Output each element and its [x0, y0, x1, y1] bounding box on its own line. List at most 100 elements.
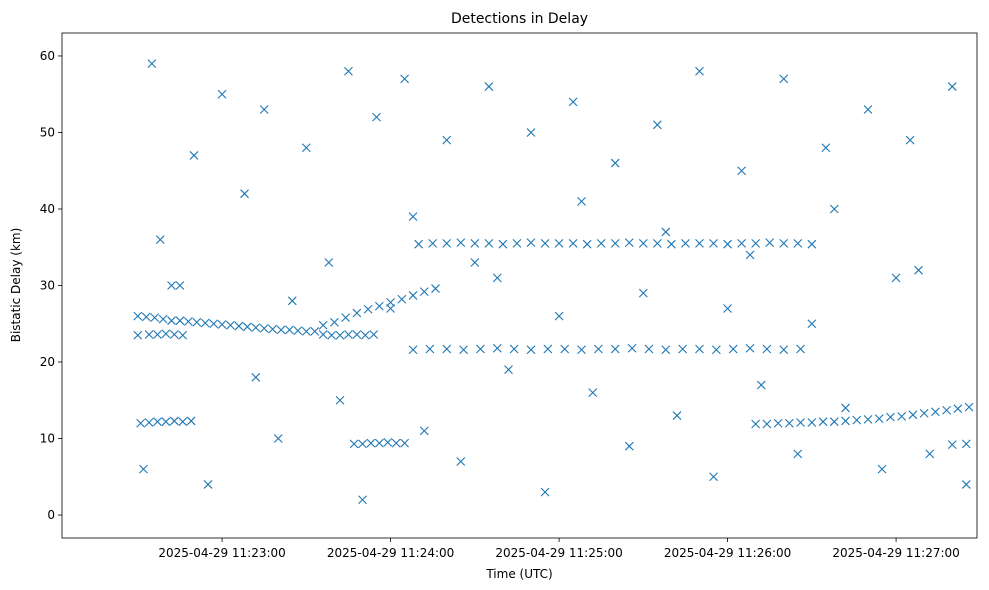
data-point — [209, 319, 219, 329]
data-point — [492, 273, 502, 283]
data-point — [821, 143, 831, 153]
data-point — [344, 330, 353, 339]
data-point — [709, 472, 718, 482]
data-point — [431, 284, 440, 293]
data-point — [192, 317, 202, 327]
data-point — [751, 239, 761, 248]
data-point — [526, 345, 536, 355]
data-point — [327, 330, 336, 340]
data-point — [153, 417, 162, 427]
data-point — [711, 345, 721, 355]
x-tick-label: 2025-04-29 11:25:00 — [495, 546, 622, 560]
plot-area — [61, 32, 978, 539]
data-point — [318, 330, 328, 339]
data-point — [251, 372, 261, 382]
data-point — [428, 239, 438, 248]
data-point — [947, 440, 957, 450]
data-point — [852, 415, 862, 425]
data-point — [762, 344, 772, 354]
data-point — [366, 438, 376, 448]
data-point — [386, 297, 395, 307]
y-tick-label: 50 — [40, 125, 55, 139]
chart-title: Detections in Delay — [451, 11, 588, 27]
data-point — [779, 74, 789, 84]
data-point — [383, 437, 393, 447]
data-point — [560, 344, 570, 354]
data-point — [723, 239, 732, 249]
data-point — [638, 239, 648, 248]
data-point — [765, 238, 775, 248]
data-point — [484, 239, 494, 248]
data-point — [737, 239, 747, 248]
data-point — [386, 304, 395, 313]
data-point — [147, 59, 157, 68]
data-point — [905, 135, 915, 145]
data-point — [144, 330, 154, 339]
data-point — [931, 407, 940, 417]
data-point — [886, 412, 895, 422]
data-point — [577, 345, 586, 355]
data-point — [189, 151, 199, 160]
data-point — [779, 239, 789, 248]
data-point — [178, 417, 188, 427]
data-point — [251, 323, 261, 332]
data-point — [360, 330, 370, 340]
data-point — [352, 330, 362, 339]
data-point — [301, 143, 311, 153]
y-axis: 0 10 20 30 40 50 60 — [40, 49, 62, 522]
data-point — [863, 415, 873, 424]
data-point — [186, 416, 196, 426]
data-point — [863, 105, 873, 114]
y-axis-label: Bistatic Delay (km) — [9, 228, 23, 343]
x-axis-label: Time (UTC) — [485, 567, 552, 581]
data-point — [818, 417, 828, 427]
data-point — [779, 345, 789, 355]
data-point — [484, 82, 494, 91]
data-point — [167, 281, 176, 290]
data-point — [610, 158, 620, 168]
data-point — [498, 239, 508, 249]
data-point — [330, 317, 339, 327]
data-point — [796, 418, 805, 427]
data-point — [169, 416, 179, 426]
data-point — [301, 327, 311, 336]
data-point — [408, 212, 418, 222]
data-point — [751, 419, 761, 429]
data-point — [287, 296, 297, 306]
data-point — [318, 320, 328, 330]
data-point — [144, 418, 154, 427]
data-point — [268, 324, 278, 334]
data-point — [695, 66, 704, 76]
data-point — [942, 405, 952, 415]
data-point — [153, 330, 162, 339]
data-point — [226, 320, 235, 330]
data-point — [161, 329, 171, 339]
data-point — [470, 239, 480, 248]
y-tick-label: 40 — [40, 202, 55, 216]
data-point — [358, 439, 367, 449]
x-tick-label: 2025-04-29 11:27:00 — [832, 546, 959, 560]
data-point — [358, 495, 367, 505]
data-point — [203, 480, 213, 489]
data-point — [568, 97, 578, 107]
data-point — [178, 330, 188, 340]
data-point — [610, 239, 620, 248]
data-point — [175, 281, 185, 290]
data-point — [728, 344, 738, 354]
data-point — [914, 265, 923, 275]
data-point — [793, 239, 803, 248]
data-point — [293, 326, 303, 336]
data-point — [492, 343, 502, 353]
data-point — [874, 414, 884, 424]
data-point — [133, 330, 143, 340]
data-point — [456, 457, 466, 466]
data-point — [953, 404, 963, 414]
data-point — [419, 426, 429, 436]
data-point — [285, 325, 294, 335]
data-point — [509, 344, 519, 354]
x-tick-label: 2025-04-29 11:23:00 — [158, 546, 285, 560]
data-point — [442, 135, 452, 145]
data-point — [139, 464, 148, 474]
data-point — [841, 416, 850, 426]
data-point — [919, 408, 929, 418]
